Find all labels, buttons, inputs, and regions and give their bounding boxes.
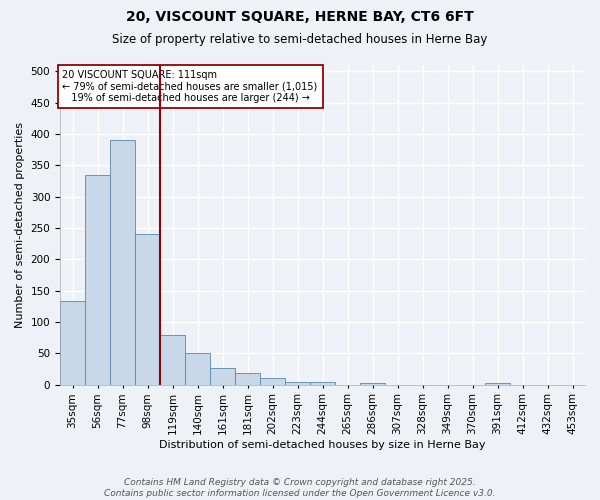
Bar [135,234,160,384]
Y-axis label: Number of semi-detached properties: Number of semi-detached properties [15,122,25,328]
Bar [160,335,185,384]
Bar [210,368,235,384]
Bar [360,383,385,384]
Bar [60,302,85,384]
Bar [310,382,335,384]
Text: 20, VISCOUNT SQUARE, HERNE BAY, CT6 6FT: 20, VISCOUNT SQUARE, HERNE BAY, CT6 6FT [126,10,474,24]
Text: 20 VISCOUNT SQUARE: 111sqm
← 79% of semi-detached houses are smaller (1,015)
   : 20 VISCOUNT SQUARE: 111sqm ← 79% of semi… [62,70,317,103]
Text: Size of property relative to semi-detached houses in Herne Bay: Size of property relative to semi-detach… [112,32,488,46]
X-axis label: Distribution of semi-detached houses by size in Herne Bay: Distribution of semi-detached houses by … [159,440,486,450]
Bar [235,373,260,384]
Bar [485,383,510,384]
Text: Contains HM Land Registry data © Crown copyright and database right 2025.
Contai: Contains HM Land Registry data © Crown c… [104,478,496,498]
Bar [260,378,285,384]
Bar [285,382,310,384]
Bar [185,352,210,384]
Bar [110,140,135,384]
Bar [85,174,110,384]
